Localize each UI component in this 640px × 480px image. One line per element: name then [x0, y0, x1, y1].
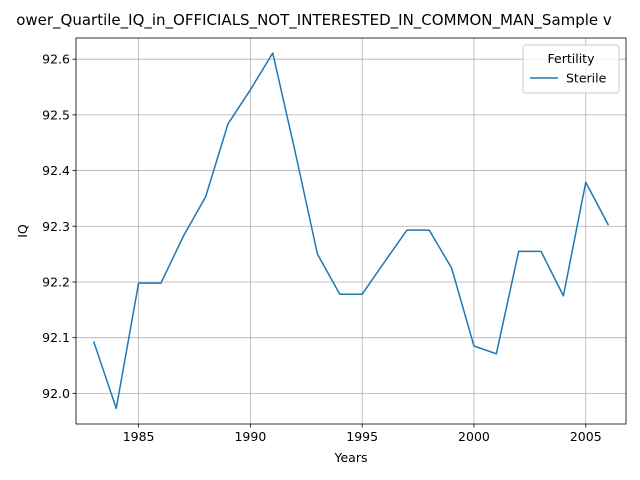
legend: Fertility Sterile	[522, 44, 620, 94]
x-tick-label: 2005	[570, 429, 602, 444]
plot-area-frame	[75, 37, 627, 425]
x-axis-label: Years	[334, 450, 368, 465]
y-tick-label: 92.6	[42, 52, 70, 67]
x-axis-ticks: 1985 1990 1995 2000 2005	[123, 424, 602, 444]
x-tick-label: 1985	[123, 429, 155, 444]
y-axis-label: IQ	[15, 224, 30, 238]
x-tick-label: 2000	[458, 429, 490, 444]
series-layer	[92, 52, 610, 410]
y-tick-label: 92.5	[42, 107, 70, 122]
x-tick-label: 1990	[234, 429, 266, 444]
legend-title: Fertility	[548, 51, 596, 66]
chart-title: ower_Quartile_IQ_in_OFFICIALS_NOT_INTERE…	[16, 11, 612, 30]
y-tick-label: 92.0	[42, 386, 70, 401]
y-tick-label: 92.2	[42, 274, 70, 289]
legend-box	[522, 44, 620, 94]
legend-label-sterile: Sterile	[566, 71, 607, 86]
y-tick-label: 92.1	[42, 330, 70, 345]
x-tick-label: 1995	[346, 429, 378, 444]
grid-lines	[76, 38, 626, 424]
y-tick-label: 92.3	[42, 219, 70, 234]
y-axis-ticks: 92.0 92.1 92.2 92.3 92.4 92.5 92.6	[42, 52, 76, 401]
y-tick-label: 92.4	[42, 163, 70, 178]
series-line-sterile	[92, 52, 610, 410]
